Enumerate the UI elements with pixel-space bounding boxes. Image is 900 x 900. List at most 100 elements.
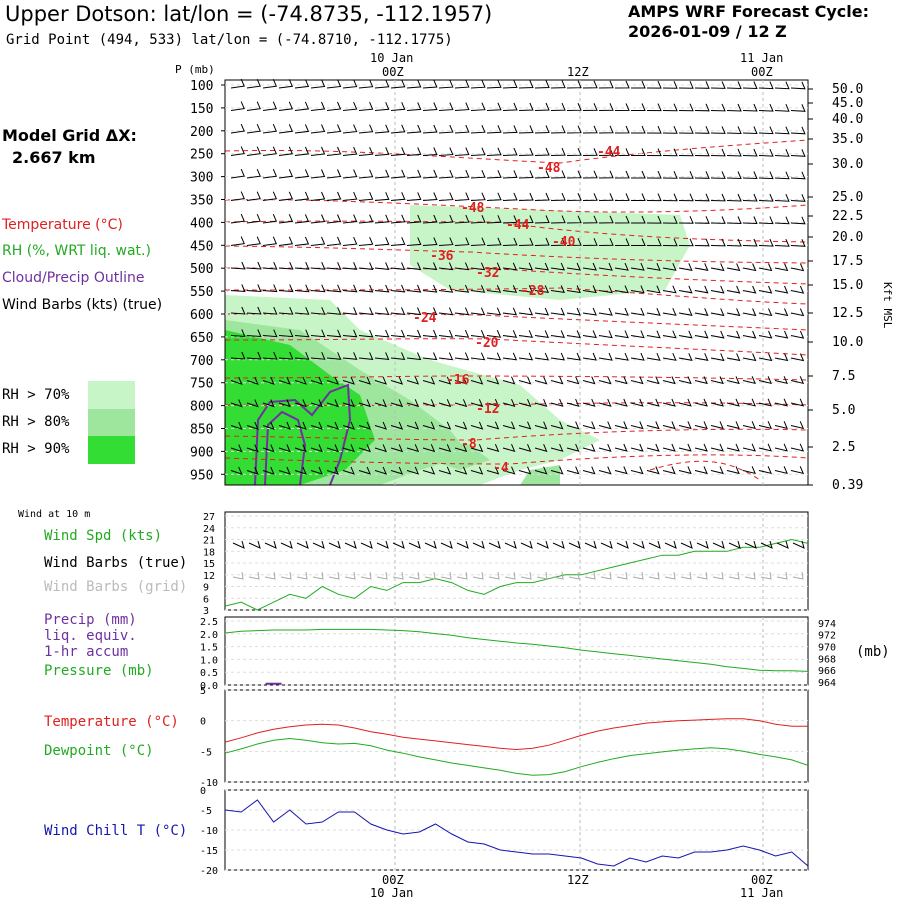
precip-tick-label: 2.5 bbox=[200, 617, 218, 628]
wind-barb bbox=[502, 444, 516, 452]
wind-barb bbox=[694, 353, 709, 361]
wind-barb bbox=[758, 148, 774, 157]
height-tick-label: 22.5 bbox=[832, 209, 863, 224]
wind-barb bbox=[406, 444, 420, 453]
wind-barb bbox=[566, 125, 582, 134]
wind-barb bbox=[694, 398, 708, 407]
legend-wind-chill: Wind Chill T (°C) bbox=[44, 823, 188, 839]
wind-barb bbox=[726, 103, 742, 112]
wind-barb bbox=[406, 192, 422, 201]
wind-barb bbox=[726, 263, 741, 272]
wind-barb bbox=[486, 102, 502, 111]
wind-barb bbox=[758, 308, 773, 317]
wind-barb bbox=[262, 351, 278, 360]
wind-barb bbox=[790, 376, 805, 385]
wind-barb bbox=[342, 399, 355, 408]
wind-barb bbox=[582, 148, 598, 156]
wind-barb bbox=[246, 101, 261, 111]
height-tick-label: 25.0 bbox=[832, 190, 863, 205]
wind-barb bbox=[774, 104, 790, 112]
wind-barb bbox=[454, 466, 468, 475]
bottom-date-1: 10 Jan bbox=[370, 886, 413, 900]
grid-wind-barb bbox=[312, 571, 324, 580]
model-grid-label: Model Grid ΔX: bbox=[2, 126, 137, 145]
wind-barb bbox=[294, 466, 307, 475]
wind-barb bbox=[294, 329, 310, 338]
wind-barb bbox=[278, 351, 294, 360]
wind-barb bbox=[390, 466, 404, 475]
wind-barb bbox=[790, 308, 805, 317]
grid-wind-barb bbox=[792, 571, 804, 580]
wind-barb bbox=[582, 330, 597, 339]
wind-barb bbox=[518, 215, 534, 224]
wind-barb bbox=[454, 237, 470, 246]
wind-barb bbox=[502, 170, 518, 179]
wind-barb bbox=[694, 443, 708, 452]
wind-barb bbox=[294, 262, 310, 270]
wind-barb bbox=[566, 398, 580, 407]
surface-wind-barb bbox=[568, 540, 581, 549]
wind-barb bbox=[390, 262, 406, 270]
wind-barb bbox=[230, 284, 246, 293]
wind-barb bbox=[454, 169, 470, 179]
wind-barb bbox=[534, 237, 550, 246]
wind-barb bbox=[486, 237, 502, 246]
wind-barb bbox=[230, 306, 246, 315]
wind-barb bbox=[502, 399, 516, 407]
wind-barb bbox=[678, 216, 694, 224]
legend-wind-barbs-grid: Wind Barbs (grid) bbox=[44, 579, 188, 595]
wind-barb bbox=[326, 307, 342, 315]
wind-barb bbox=[742, 238, 758, 247]
wind-barb bbox=[566, 330, 581, 339]
pressure-tick-label: 750 bbox=[190, 377, 213, 392]
pressure-tick-label: 550 bbox=[190, 285, 213, 300]
wind-barb bbox=[710, 193, 726, 202]
panel-border bbox=[224, 79, 809, 486]
wind-barb bbox=[646, 285, 661, 294]
wind-barb bbox=[374, 376, 387, 385]
wind-barb bbox=[326, 444, 339, 453]
wind-barb bbox=[422, 214, 438, 224]
wind-barb bbox=[710, 238, 726, 247]
wind-barb bbox=[518, 192, 534, 201]
wind-barb bbox=[774, 126, 790, 135]
wind-barb bbox=[294, 191, 310, 201]
wind-barb bbox=[326, 329, 342, 338]
grid-wind-barb bbox=[328, 571, 340, 580]
wind-barb bbox=[326, 262, 342, 270]
wind-barb bbox=[422, 262, 438, 271]
wind-tick-label: 21 bbox=[203, 536, 215, 547]
isotherm-label: -36 bbox=[430, 249, 454, 264]
wind-barb bbox=[758, 443, 772, 452]
surface-wind-barb bbox=[280, 540, 293, 549]
wind-barb bbox=[502, 330, 518, 338]
wind-barb bbox=[758, 353, 773, 362]
wind-barb bbox=[550, 466, 564, 475]
wind-barb bbox=[438, 329, 454, 338]
wind-barb bbox=[358, 284, 374, 293]
wind-barb bbox=[230, 236, 245, 246]
wind-barb bbox=[646, 466, 660, 475]
wind-barb bbox=[278, 79, 294, 89]
grid-wind-barb bbox=[648, 571, 660, 580]
wind-barb bbox=[278, 124, 294, 134]
wind-barb bbox=[454, 284, 470, 293]
wind-barb bbox=[630, 376, 644, 385]
wind-barb bbox=[774, 263, 789, 272]
wind-barb bbox=[486, 444, 500, 452]
wind-barb bbox=[470, 215, 486, 224]
grid-wind-barb bbox=[408, 571, 420, 580]
wind-barb bbox=[342, 376, 355, 385]
wind-barb bbox=[278, 306, 294, 315]
wind-barb bbox=[774, 398, 788, 407]
wind-barb bbox=[390, 421, 404, 430]
wind-barb bbox=[598, 193, 614, 201]
wind-barb bbox=[598, 238, 614, 246]
wind-barb bbox=[678, 126, 694, 134]
wind-barb bbox=[502, 80, 518, 89]
wind-barb bbox=[470, 285, 486, 293]
wind-barb bbox=[246, 261, 262, 270]
wind-barb bbox=[310, 124, 326, 134]
wind-barb bbox=[726, 308, 741, 317]
wind-barb bbox=[438, 102, 454, 111]
